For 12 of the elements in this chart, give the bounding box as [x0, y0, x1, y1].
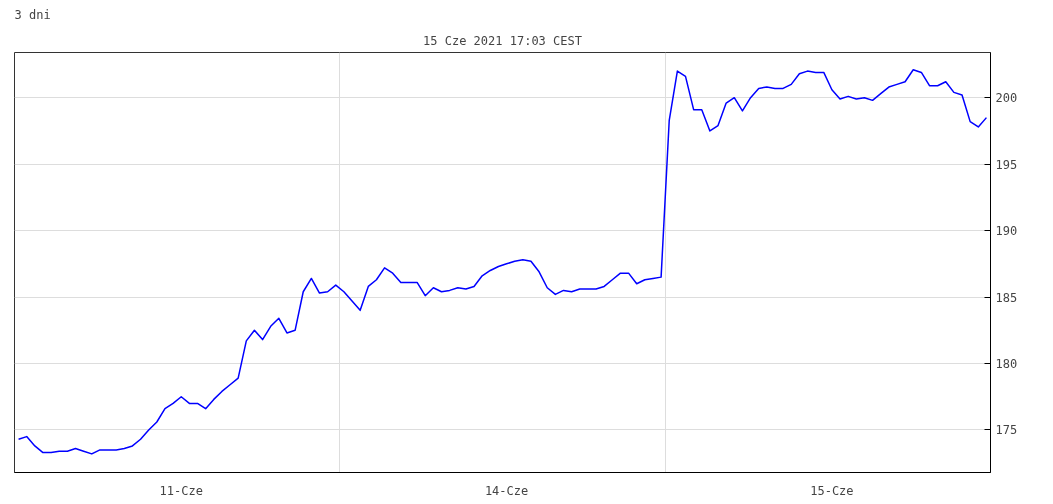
chart-title: 3 dni	[14, 7, 51, 22]
y-tick-label: 175	[995, 423, 1018, 438]
x-tick-label: 11-Cze	[159, 483, 203, 498]
line-series	[17, 69, 988, 455]
y-tick-label: 200	[995, 91, 1018, 106]
y-tick-label: 180	[995, 357, 1018, 372]
y-tick-label: 185	[995, 290, 1018, 305]
y-tick-label: 190	[995, 224, 1018, 239]
chart-subtitle: 15 Cze 2021 17:03 CEST	[423, 33, 582, 48]
x-tick-label: 14-Cze	[484, 483, 529, 498]
y-tick-label: 195	[995, 157, 1018, 172]
x-tick-label: 15-Cze	[810, 483, 854, 498]
